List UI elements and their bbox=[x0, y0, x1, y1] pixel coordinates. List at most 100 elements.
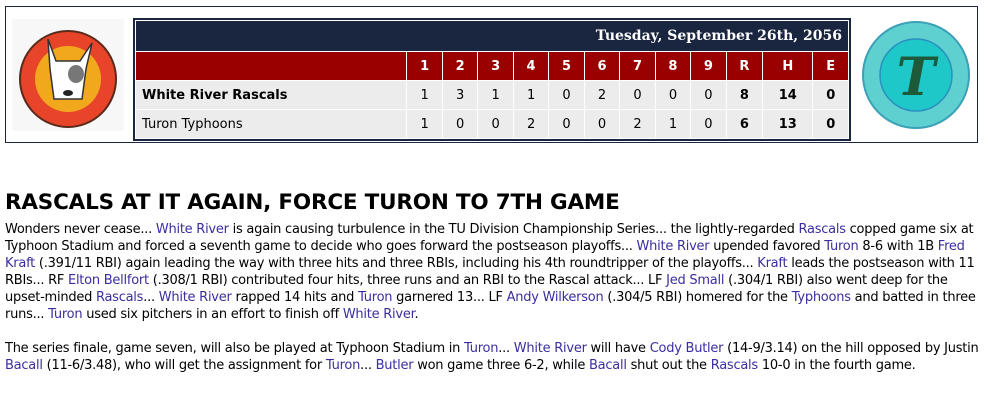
article-text: used six pitchers in an effort to finish… bbox=[82, 307, 343, 322]
column-header-r: R bbox=[726, 52, 763, 80]
inning-3-runs: 0 bbox=[478, 110, 513, 138]
article-text: . bbox=[414, 307, 419, 322]
article-link[interactable]: White River bbox=[155, 222, 229, 237]
errors-total: 0 bbox=[813, 81, 848, 109]
runs-total: 6 bbox=[726, 110, 763, 138]
inning-6-runs: 0 bbox=[584, 110, 620, 138]
article-link[interactable]: White River bbox=[342, 307, 415, 322]
article-link[interactable]: Turon bbox=[325, 358, 361, 373]
article-link[interactable]: Elton Bellfort bbox=[67, 273, 149, 288]
article-link[interactable]: Bacall bbox=[588, 358, 627, 373]
article-link[interactable]: Turon bbox=[48, 307, 83, 322]
inning-6-runs: 2 bbox=[584, 81, 620, 109]
team-row: White River Rascals 1 3 1 1 0 2 0 0 0 8 14 0 bbox=[136, 81, 848, 109]
white-river-rascals-logo bbox=[12, 19, 124, 131]
article-text: shut out the bbox=[626, 358, 711, 373]
inning-3-runs: 1 bbox=[478, 81, 513, 109]
errors-total: 0 bbox=[813, 110, 848, 138]
game-date: Tuesday, September 26th, 2056 bbox=[136, 21, 848, 51]
article-link[interactable]: Rascals bbox=[710, 358, 759, 373]
column-header-5: 5 bbox=[549, 52, 584, 80]
column-header-2: 2 bbox=[442, 52, 478, 80]
article-text: ... bbox=[360, 358, 376, 373]
article-link[interactable]: White River bbox=[513, 341, 587, 356]
hits-total: 13 bbox=[763, 110, 813, 138]
hits-total: 14 bbox=[763, 81, 813, 109]
article-paragraph: Wonders never cease... White River is ag… bbox=[5, 221, 985, 323]
inning-8-runs: 0 bbox=[655, 81, 691, 109]
article-link[interactable]: Butler bbox=[375, 358, 414, 373]
article-link[interactable]: Turon bbox=[464, 341, 499, 356]
inning-9-runs: 0 bbox=[691, 110, 726, 138]
article-text: (.304/5 RBI) homered for the bbox=[603, 290, 792, 305]
article-text: will have bbox=[586, 341, 650, 356]
column-header-1: 1 bbox=[407, 52, 442, 80]
article-text: upended favored bbox=[709, 239, 825, 254]
article-text: The series finale, game seven, will also… bbox=[5, 341, 465, 356]
article-text: won game three 6-2, while bbox=[413, 358, 589, 373]
inning-2-runs: 3 bbox=[442, 81, 478, 109]
article-link[interactable]: Andy Wilkerson bbox=[506, 290, 604, 305]
article-text: is again causing turbulence in the TU Di… bbox=[228, 222, 799, 237]
article-text: Wonders never cease... bbox=[5, 222, 156, 237]
article-text: rapped 14 hits and bbox=[231, 290, 359, 305]
inning-7-runs: 0 bbox=[620, 81, 655, 109]
inning-1-runs: 1 bbox=[407, 110, 442, 138]
column-header-6: 6 bbox=[584, 52, 620, 80]
inning-7-runs: 2 bbox=[620, 110, 655, 138]
article-text: 10-0 in the fourth game. bbox=[757, 358, 916, 373]
column-header-8: 8 bbox=[655, 52, 691, 80]
team-row: Turon Typhoons 1 0 0 2 0 0 2 1 0 6 13 0 bbox=[136, 110, 848, 138]
article-link[interactable]: Turon bbox=[358, 290, 393, 305]
article-body: Wonders never cease... White River is ag… bbox=[5, 221, 985, 391]
column-header-4: 4 bbox=[513, 52, 549, 80]
inning-4-runs: 1 bbox=[513, 81, 549, 109]
inning-9-runs: 0 bbox=[691, 81, 726, 109]
column-header-3: 3 bbox=[478, 52, 513, 80]
article-text: copped game six at Typhoon Stadium and f… bbox=[5, 222, 974, 254]
column-header-e: E bbox=[813, 52, 848, 80]
article-link[interactable]: White River bbox=[158, 290, 232, 305]
article-text: (.304/1 RBI) also went deep for the upse… bbox=[5, 273, 948, 305]
article-text: ... bbox=[498, 341, 514, 356]
article-link[interactable]: Typhoons bbox=[791, 290, 851, 305]
team-name: Turon Typhoons bbox=[136, 110, 407, 138]
column-header-9: 9 bbox=[691, 52, 726, 80]
inning-5-runs: 0 bbox=[549, 81, 584, 109]
article-link[interactable]: Bacall bbox=[5, 358, 43, 373]
column-header-h: H bbox=[763, 52, 813, 80]
inning-4-runs: 2 bbox=[513, 110, 549, 138]
scoreboard-panel bbox=[5, 6, 978, 143]
inning-1-runs: 1 bbox=[407, 81, 442, 109]
runs-total: 8 bbox=[726, 81, 763, 109]
article-link[interactable]: Jed Small bbox=[666, 273, 725, 288]
article-link[interactable]: Rascals bbox=[798, 222, 846, 237]
article-link[interactable]: Cody Butler bbox=[649, 341, 724, 356]
article-link[interactable]: Kraft bbox=[757, 256, 788, 271]
article-link[interactable]: Turon bbox=[824, 239, 859, 254]
team-name: White River Rascals bbox=[136, 81, 407, 109]
article-text: ... bbox=[143, 290, 159, 305]
inning-5-runs: 0 bbox=[549, 110, 584, 138]
article-link[interactable]: Rascals bbox=[95, 290, 144, 305]
article-link[interactable]: White River bbox=[636, 239, 710, 254]
article-text: and batted in three runs... bbox=[5, 290, 976, 322]
article-text: (14-9/3.14) on the hill opposed by Justi… bbox=[723, 341, 979, 356]
column-header-7: 7 bbox=[620, 52, 655, 80]
team-header bbox=[136, 52, 407, 80]
inning-2-runs: 0 bbox=[442, 110, 478, 138]
article-paragraph: The series finale, game seven, will also… bbox=[5, 340, 985, 374]
svg-text:T: T bbox=[897, 47, 939, 108]
article-text: garnered 13... LF bbox=[392, 290, 507, 305]
inning-8-runs: 1 bbox=[655, 110, 691, 138]
article-text: (.308/1 RBI) contributed four hits, thre… bbox=[148, 273, 667, 288]
turon-typhoons-logo: T bbox=[862, 21, 970, 129]
article-text: (11-6/3.48), who will get the assignment… bbox=[42, 358, 326, 373]
article-text: leads the postseason with 11 RBIs... RF bbox=[5, 256, 975, 288]
article-text: 8-6 with 1B bbox=[858, 239, 938, 254]
headline: RASCALS AT IT AGAIN, FORCE TURON TO 7TH … bbox=[5, 190, 620, 215]
article-link[interactable]: Fred Kraft bbox=[5, 239, 965, 271]
article-text: (.391/11 RBI) again leading the way with… bbox=[35, 256, 758, 271]
